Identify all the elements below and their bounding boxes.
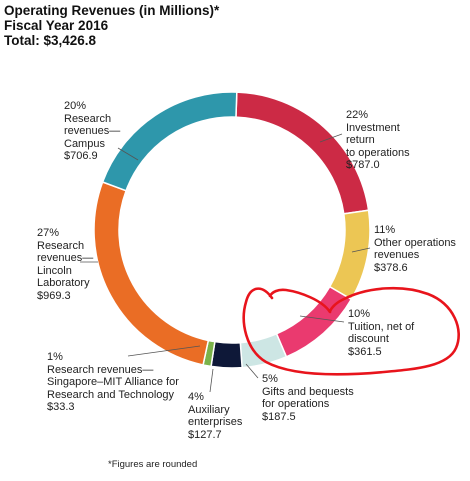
slice-name-line: Research [64, 112, 112, 125]
slice-name-line: revenues— [37, 252, 94, 264]
slice-name-line: Laboratory [37, 277, 90, 289]
slice-name-line: Research [37, 239, 85, 252]
slice-value: $33.3 [47, 401, 75, 413]
slice-name-line: Campus [64, 137, 105, 150]
slice-percent: 4% [188, 391, 204, 403]
chart-total: Total: $3,426.8 [4, 33, 97, 48]
slice-name-line: return [346, 134, 375, 146]
slice-name-line: Research and Technology [47, 388, 174, 401]
donut-slice-6 [93, 181, 210, 366]
slice-percent: 20% [64, 100, 87, 112]
slice-name-line: enterprises [188, 416, 243, 428]
slice-percent: 27% [37, 227, 60, 239]
slice-percent: 1% [47, 351, 63, 363]
leader-line-3 [245, 363, 259, 379]
slice-name-line: Tuition, net of [348, 320, 415, 333]
slice-name-line: Singapore–MIT Alliance for [47, 376, 179, 388]
leader-line-5 [127, 345, 201, 357]
chart-title-block: Operating Revenues (in Millions)* Fiscal… [4, 3, 219, 48]
chart-title: Operating Revenues (in Millions)* [4, 3, 220, 18]
slice-name-line: Other operations [374, 236, 456, 249]
slice-label-2: 10% Tuition, net of discount $361.5 [348, 308, 414, 358]
leader-line-4 [209, 368, 214, 393]
slice-name-line: Auxiliary [188, 403, 230, 416]
leader-line-7 [117, 147, 139, 161]
slice-value: $706.9 [64, 150, 98, 162]
slice-label-3: 5% Gifts and bequests for operations $187.5 [262, 373, 354, 423]
slice-value: $361.5 [348, 345, 382, 358]
hand-drawn-highlight-circle [242, 286, 460, 376]
slice-percent: 5% [262, 373, 278, 385]
slice-name-line: to operations [346, 146, 410, 159]
leader-line-0 [319, 133, 343, 143]
slice-name-line: Research revenues— [47, 363, 154, 376]
donut-slice-4 [210, 340, 243, 369]
leader-line-2 [299, 315, 345, 323]
chart-subtitle: Fiscal Year 2016 [4, 18, 109, 33]
donut-slice-1 [328, 209, 371, 301]
slice-name-line: revenues— [64, 125, 121, 137]
slice-label-4: 4% Auxiliary enterprises $127.7 [188, 391, 242, 441]
footnote: *Figures are rounded [108, 459, 198, 470]
slice-label-6: 27% Research revenues— Lincoln Laboratory $96… [37, 227, 93, 302]
slice-label-1: 11% Other operations revenues $378.6 [374, 224, 456, 274]
slice-label-0: 22% Investment return to operations $787.0 [346, 109, 410, 172]
donut-slice-7 [101, 91, 238, 192]
slice-name-line: revenues [374, 249, 420, 261]
slice-name-line: discount [348, 333, 389, 345]
slice-value: $378.6 [374, 261, 408, 274]
slice-value: $187.5 [262, 410, 296, 423]
slice-value: $787.0 [346, 159, 380, 171]
slice-percent: 11% [374, 224, 396, 236]
slice-name-line: Investment [346, 121, 400, 134]
slice-label-5: 1% Research revenues— Singapore–MIT Allian… [47, 351, 179, 414]
slice-percent: 22% [346, 109, 369, 121]
slice-name-line: Lincoln [37, 264, 72, 277]
leader-line-1 [351, 247, 371, 253]
slice-name-line: for operations [262, 398, 330, 410]
slice-value: $969.3 [37, 289, 71, 302]
slice-value: $127.7 [188, 428, 222, 441]
slice-label-7: 20% Research revenues— Campus $706.9 [64, 100, 120, 163]
slice-percent: 10% [348, 308, 371, 320]
slice-name-line: Gifts and bequests [262, 385, 354, 398]
